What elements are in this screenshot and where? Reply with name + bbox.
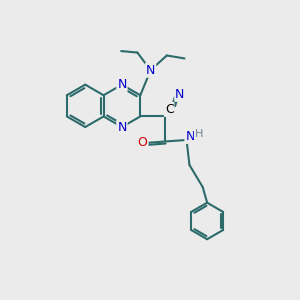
Text: N: N — [117, 78, 127, 91]
Text: N: N — [185, 130, 195, 143]
Text: H: H — [195, 128, 203, 139]
Text: N: N — [146, 64, 155, 77]
Text: O: O — [138, 136, 148, 149]
Text: N: N — [117, 121, 127, 134]
Text: N: N — [175, 88, 184, 101]
Text: C: C — [165, 103, 173, 116]
